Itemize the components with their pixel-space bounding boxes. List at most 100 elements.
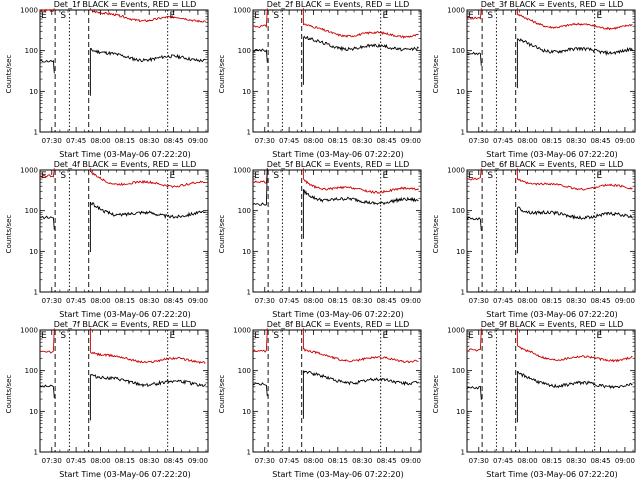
events-series-line: [39, 48, 206, 96]
x-tick-label: 07:30: [469, 297, 489, 305]
events-series-line: [466, 38, 633, 89]
plot-svg: 1 10 100 1000 07:30 07:45 08:00 08:15 08:30 08:45…: [447, 7, 636, 145]
y-tick-label: 1: [34, 449, 38, 457]
plot-svg: 1 10 100 1000 07:30 07:45 08:00 08:15 08:30 08:45…: [447, 327, 636, 465]
event-marker-label: E: [383, 11, 389, 21]
event-marker-label: S: [60, 171, 66, 181]
event-marker-label: E: [597, 171, 603, 181]
lld-series-line: [252, 328, 419, 363]
x-tick-label: 08:45: [376, 297, 396, 305]
x-tick-label: 07:30: [255, 137, 275, 145]
x-tick-label: 08:00: [303, 457, 323, 465]
x-tick-label: 09:00: [401, 297, 421, 305]
y-tick-label: 1000: [233, 327, 251, 335]
y-tick-label: 1: [247, 289, 251, 297]
y-tick-label: 1000: [20, 7, 38, 15]
plot-frame: [39, 9, 209, 133]
x-tick-label: 08:30: [566, 297, 586, 305]
lld-series-line: [252, 168, 419, 194]
lld-series-line: [466, 8, 633, 31]
y-tick-label: 10: [456, 88, 465, 96]
y-tick-label: 10: [456, 408, 465, 416]
y-tick-label: 1000: [447, 7, 465, 15]
event-marker-label: S: [487, 11, 493, 21]
plot-svg: 1 10 100 1000 07:30 07:45 08:00 08:15 08:30 08:45…: [20, 7, 209, 145]
plot-frame: [466, 169, 636, 293]
y-tick-label: 100: [25, 207, 38, 215]
x-tick-label: 07:30: [469, 457, 489, 465]
y-tick-label: 1: [461, 289, 465, 297]
x-tick-label: 07:45: [279, 457, 299, 465]
x-tick-label: 07:30: [42, 457, 62, 465]
y-tick-label: 1: [247, 449, 251, 457]
x-tick-label: 07:45: [66, 297, 86, 305]
y-tick-label: 1: [247, 129, 251, 137]
detector-panel: Det_7f BLACK = Events, RED = LLD Start Ti…: [0, 320, 213, 480]
lld-series-line: [252, 8, 419, 39]
panel-title: Det_3f BLACK = Events, RED = LLD: [480, 0, 624, 9]
x-axis-label: Start Time (03-May-06 07:22:20): [486, 150, 618, 159]
plot-svg: 1 10 100 1000 07:30 07:45 08:00 08:15 08:30 08:45…: [233, 327, 422, 465]
x-tick-label: 07:45: [279, 297, 299, 305]
y-tick-label: 1: [34, 289, 38, 297]
event-marker-label: E: [170, 171, 176, 181]
plot-frame: [39, 329, 209, 453]
x-tick-label: 09:00: [188, 137, 208, 145]
x-tick-label: 07:45: [493, 137, 513, 145]
event-marker-label: E: [468, 11, 474, 21]
event-marker-label: S: [487, 171, 493, 181]
x-tick-label: 08:00: [90, 457, 110, 465]
event-marker-label: E: [468, 331, 474, 341]
x-tick-label: 07:30: [469, 137, 489, 145]
event-marker-label: E: [597, 11, 603, 21]
y-tick-label: 100: [238, 47, 251, 55]
plot-svg: 1 10 100 1000 07:30 07:45 08:00 08:15 08:30 08:45…: [20, 327, 209, 465]
events-series-line: [252, 35, 419, 85]
y-tick-label: 1: [461, 449, 465, 457]
x-tick-label: 09:00: [188, 297, 208, 305]
plot-frame: [252, 9, 422, 133]
y-tick-label: 100: [238, 207, 251, 215]
event-marker-label: E: [41, 331, 47, 341]
event-marker-label: E: [468, 171, 474, 181]
lld-series-line: [466, 328, 633, 363]
plot-frame: [252, 169, 422, 293]
x-tick-label: 08:15: [328, 297, 348, 305]
detector-panel: Det_3f BLACK = Events, RED = LLD Start Ti…: [427, 0, 640, 160]
event-marker-label: S: [273, 171, 279, 181]
events-series-line: [252, 168, 419, 239]
y-tick-label: 100: [238, 367, 251, 375]
event-marker-label: E: [41, 171, 47, 181]
y-tick-label: 100: [452, 207, 465, 215]
event-marker-label: E: [170, 331, 176, 341]
x-tick-label: 08:15: [328, 137, 348, 145]
x-axis-label: Start Time (03-May-06 07:22:20): [272, 310, 404, 319]
events-series-line: [466, 370, 633, 423]
panel-title: Det_5f BLACK = Events, RED = LLD: [266, 160, 410, 169]
event-marker-label: E: [254, 11, 260, 21]
x-tick-label: 08:00: [517, 137, 537, 145]
x-tick-label: 07:45: [66, 137, 86, 145]
x-tick-label: 08:45: [590, 457, 610, 465]
detector-panel: Det_6f BLACK = Events, RED = LLD Start Ti…: [427, 160, 640, 320]
detector-panel: Det_8f BLACK = Events, RED = LLD Start Ti…: [213, 320, 426, 480]
x-tick-label: 08:45: [163, 457, 183, 465]
event-marker-label: S: [60, 11, 66, 21]
event-marker-label: E: [383, 171, 389, 181]
y-tick-label: 1000: [233, 167, 251, 175]
detector-panel: Det_1f BLACK = Events, RED = LLD Start Ti…: [0, 0, 213, 160]
y-tick-label: 10: [29, 408, 38, 416]
panel-title: Det_7f BLACK = Events, RED = LLD: [53, 320, 197, 329]
x-axis-label: Start Time (03-May-06 07:22:20): [59, 470, 191, 479]
x-tick-label: 09:00: [401, 457, 421, 465]
y-tick-label: 1: [461, 129, 465, 137]
panel-title: Det_6f BLACK = Events, RED = LLD: [480, 160, 624, 169]
x-tick-label: 08:00: [517, 457, 537, 465]
x-tick-label: 08:30: [352, 457, 372, 465]
y-tick-label: 10: [242, 408, 251, 416]
lld-series-line: [466, 168, 633, 191]
x-tick-label: 08:45: [163, 297, 183, 305]
y-tick-label: 1: [34, 129, 38, 137]
events-series-line: [39, 373, 206, 421]
